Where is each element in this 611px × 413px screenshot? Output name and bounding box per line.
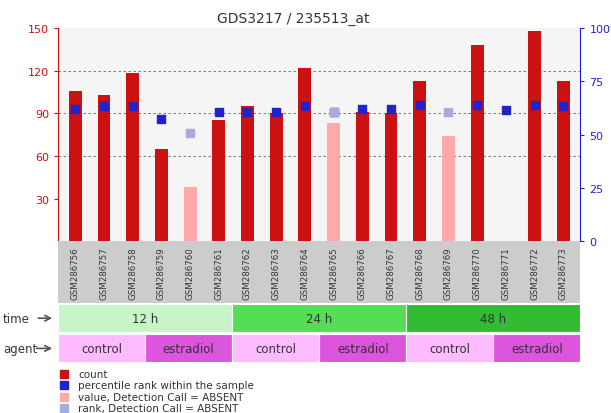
Point: [99, 104, 109, 110]
Point: [329, 109, 338, 116]
Text: GSM286757: GSM286757: [100, 247, 109, 299]
Point: [271, 109, 281, 116]
Bar: [413, 81, 426, 242]
Text: GSM286760: GSM286760: [186, 247, 194, 299]
Point: [472, 102, 482, 109]
Text: GSM286759: GSM286759: [157, 247, 166, 299]
Text: GSM286771: GSM286771: [501, 247, 510, 299]
Text: 12 h: 12 h: [132, 312, 158, 325]
Text: GSM286766: GSM286766: [358, 247, 367, 299]
Text: percentile rank within the sample: percentile rank within the sample: [78, 380, 254, 390]
Text: agent: agent: [3, 342, 37, 355]
Point: [156, 116, 166, 123]
Point: [444, 109, 453, 116]
Bar: [384, 114, 398, 242]
Text: control: control: [430, 342, 470, 355]
Text: GSM286763: GSM286763: [272, 247, 280, 299]
Point: [59, 394, 69, 400]
Bar: [241, 107, 254, 242]
Point: [59, 405, 69, 411]
Text: control: control: [81, 342, 122, 355]
Point: [59, 382, 69, 389]
Text: value, Detection Call = ABSENT: value, Detection Call = ABSENT: [78, 392, 243, 402]
Text: 24 h: 24 h: [306, 312, 332, 325]
Point: [415, 102, 425, 109]
Bar: [269, 114, 283, 242]
Bar: [184, 188, 197, 242]
Bar: [155, 150, 168, 242]
Point: [128, 104, 137, 110]
Bar: [494, 335, 580, 363]
Point: [214, 109, 224, 116]
Text: GSM286765: GSM286765: [329, 247, 338, 299]
Text: GSM286758: GSM286758: [128, 247, 137, 299]
Bar: [232, 335, 320, 363]
Bar: [406, 335, 494, 363]
Bar: [528, 32, 541, 242]
Text: GDS3217 / 235513_at: GDS3217 / 235513_at: [217, 12, 370, 26]
Text: control: control: [255, 342, 296, 355]
Text: GSM286769: GSM286769: [444, 247, 453, 299]
Text: estradiol: estradiol: [337, 342, 389, 355]
Point: [243, 109, 252, 116]
Bar: [327, 124, 340, 242]
Point: [530, 102, 540, 109]
Bar: [442, 137, 455, 242]
Bar: [320, 335, 406, 363]
Bar: [298, 69, 312, 242]
Text: GSM286764: GSM286764: [301, 247, 309, 299]
Point: [329, 109, 338, 116]
Bar: [406, 304, 580, 332]
Bar: [98, 95, 111, 242]
Point: [558, 104, 568, 110]
Bar: [145, 335, 232, 363]
Bar: [557, 81, 569, 242]
Point: [59, 371, 69, 377]
Text: GSM286772: GSM286772: [530, 247, 539, 299]
Bar: [470, 46, 483, 242]
Point: [300, 104, 310, 110]
Bar: [213, 121, 225, 242]
Text: GSM286770: GSM286770: [473, 247, 481, 299]
Point: [70, 107, 80, 113]
Text: GSM286767: GSM286767: [387, 247, 395, 299]
Bar: [126, 74, 139, 242]
Text: count: count: [78, 369, 108, 379]
Text: GSM286756: GSM286756: [71, 247, 80, 299]
Text: GSM286761: GSM286761: [214, 247, 223, 299]
Text: rank, Detection Call = ABSENT: rank, Detection Call = ABSENT: [78, 403, 238, 413]
Text: estradiol: estradiol: [163, 342, 214, 355]
Bar: [58, 304, 232, 332]
Point: [357, 107, 367, 113]
Text: 48 h: 48 h: [480, 312, 507, 325]
Text: estradiol: estradiol: [511, 342, 563, 355]
Point: [185, 131, 195, 137]
Text: time: time: [3, 312, 30, 325]
Bar: [356, 113, 369, 242]
Bar: [58, 335, 145, 363]
Point: [386, 107, 396, 113]
Text: GSM286768: GSM286768: [415, 247, 424, 299]
Bar: [69, 91, 82, 242]
Bar: [232, 304, 406, 332]
Point: [501, 108, 511, 114]
Text: GSM286773: GSM286773: [558, 247, 568, 299]
Text: GSM286762: GSM286762: [243, 247, 252, 299]
